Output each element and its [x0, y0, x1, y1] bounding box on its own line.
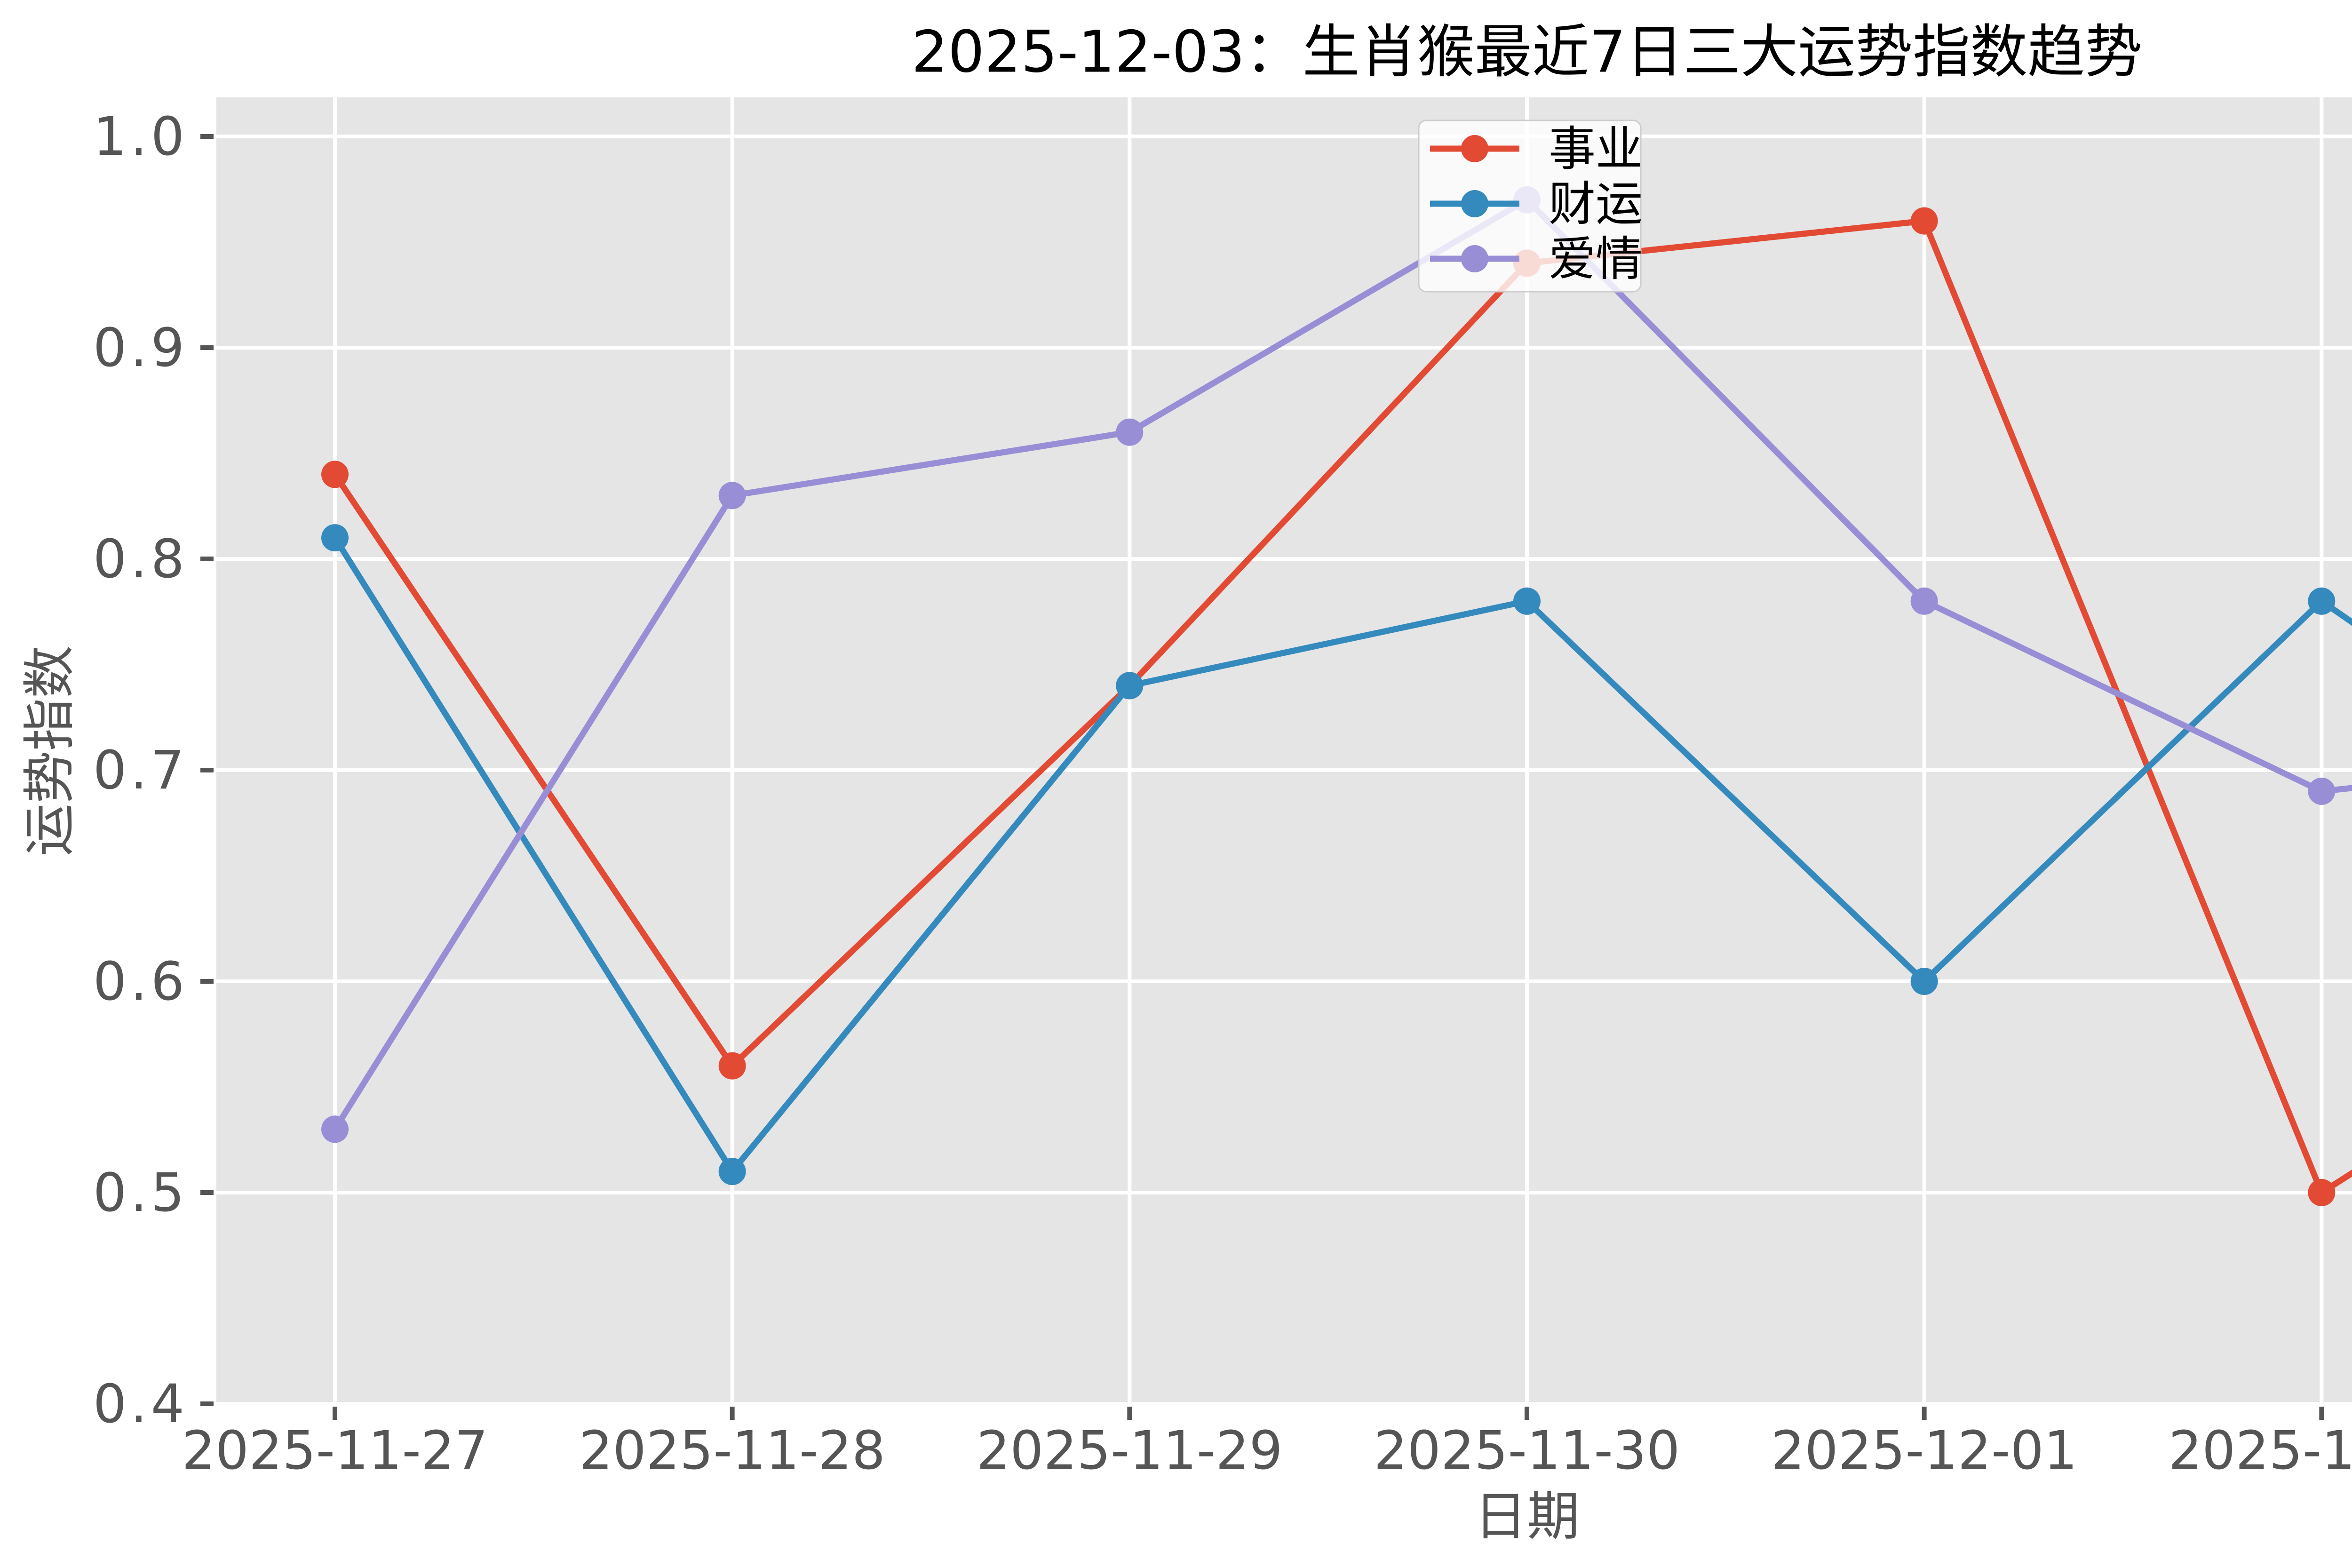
x-tick-label: 2025-11-29 — [977, 1420, 1283, 1481]
x-axis-label: 日期 — [1474, 1486, 1580, 1547]
legend-sample-marker — [1461, 135, 1488, 162]
love-point — [1116, 418, 1144, 446]
legend-sample-marker — [1461, 190, 1488, 217]
wealth-point — [321, 524, 349, 552]
y-tick-label: 0.5 — [93, 1162, 188, 1224]
career-point — [1910, 207, 1938, 235]
y-axis-label: 运势指数 — [19, 645, 80, 856]
tick-labels: 0.4 0.5 0.6 0.7 0.8 0.9 1.0 2025-11-27 2025-11-2… — [93, 106, 2352, 1481]
legend-item-love: 爱情 — [1430, 231, 1643, 287]
y-tick-label: 0.9 — [93, 318, 188, 379]
gridlines — [216, 97, 2352, 1406]
plot-area — [216, 97, 2352, 1404]
wealth-point — [1910, 968, 1938, 995]
wealth-point — [718, 1158, 746, 1186]
love-point — [718, 482, 746, 509]
love-point — [1910, 587, 1938, 615]
legend-label: 爱情 — [1549, 231, 1643, 287]
y-tick-label: 0.6 — [93, 951, 188, 1012]
x-tick-label: 2025-11-28 — [579, 1420, 885, 1481]
x-tick-label: 2025-11-30 — [1374, 1420, 1680, 1481]
career-point — [321, 461, 349, 488]
career-point — [2308, 1179, 2336, 1206]
x-tick-label: 2025-12-02 — [2169, 1420, 2352, 1481]
y-tick-label: 0.4 — [93, 1374, 188, 1435]
legend-item-career: 事业 — [1430, 121, 1643, 176]
y-tick-label: 0.8 — [93, 529, 188, 590]
wealth-point — [1116, 672, 1144, 700]
wealth-point — [1513, 587, 1541, 615]
legend-label: 财运 — [1549, 176, 1643, 231]
career-point — [718, 1052, 746, 1080]
chart-title: 2025-12-03：生肖猴最近7日三大运势指数趋势 — [912, 19, 2143, 86]
y-tick-label: 1.0 — [93, 106, 188, 167]
love-point — [321, 1115, 349, 1143]
legend-label: 事业 — [1549, 121, 1643, 176]
wealth-point — [2308, 587, 2336, 615]
legend-sample-marker — [1461, 245, 1488, 272]
axis-ticks — [200, 134, 2324, 1420]
x-tick-label: 2025-11-27 — [182, 1420, 488, 1481]
love-point — [2308, 777, 2336, 805]
series-wealth — [321, 524, 2352, 1186]
y-tick-label: 0.7 — [93, 740, 188, 801]
chart-body: 0.4 0.5 0.6 0.7 0.8 0.9 1.0 2025-11-27 2025-11-2… — [93, 97, 2352, 1481]
x-tick-label: 2025-12-01 — [1771, 1420, 2077, 1481]
legend-item-wealth: 财运 — [1430, 176, 1643, 231]
